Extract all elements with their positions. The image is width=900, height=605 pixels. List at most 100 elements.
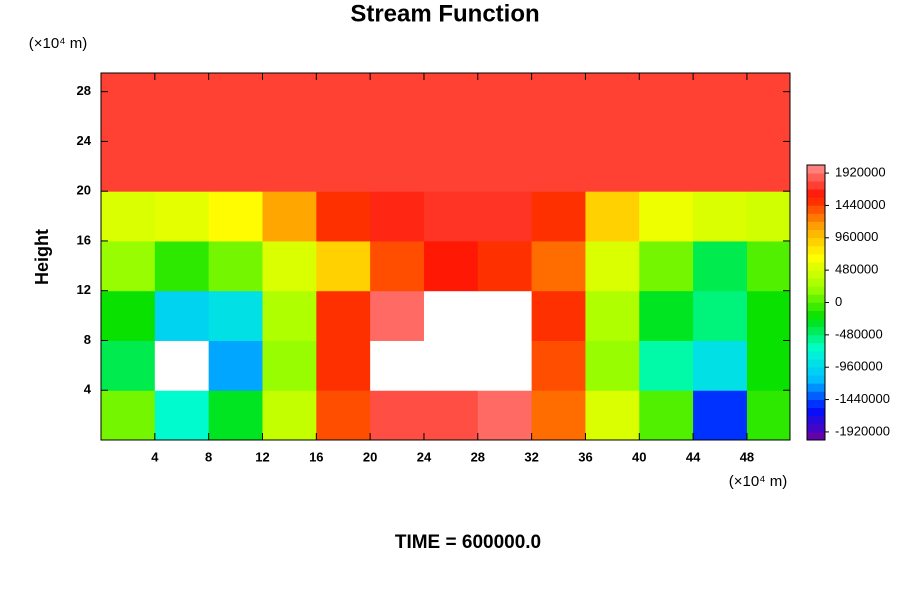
contour-cell	[746, 240, 790, 292]
y-axis-label: Height	[32, 229, 52, 285]
colorbar-band	[807, 342, 825, 352]
footer: TIME = 600000.0	[395, 532, 541, 553]
contour-cell	[262, 91, 317, 142]
contour-cell	[585, 240, 640, 292]
y-tick-label: 12	[77, 282, 91, 297]
contour-cell	[693, 141, 748, 192]
contour-cell	[370, 240, 425, 292]
contour-cell	[370, 91, 425, 142]
y-tick-label: 8	[84, 332, 91, 347]
contour-cell	[423, 73, 479, 93]
x-tick-label: 8	[205, 449, 212, 464]
x-tick-label: 48	[740, 449, 754, 464]
contour-cell	[154, 73, 210, 93]
contour-cell	[639, 141, 694, 192]
contour-cell	[208, 141, 263, 192]
contour-cell	[585, 290, 640, 341]
contour-cell	[208, 340, 263, 391]
contour-cell	[585, 141, 640, 192]
contour-cell	[101, 73, 156, 93]
contour-cell	[477, 240, 533, 292]
y-tick-label: 16	[77, 232, 91, 247]
contour-cell	[101, 390, 156, 440]
colorbar-band	[807, 399, 825, 408]
contour-cell	[477, 73, 533, 93]
chart-title: Stream Function	[350, 0, 539, 27]
colorbar-band	[807, 181, 825, 190]
contour-cell	[693, 240, 748, 292]
contour-cell	[423, 91, 479, 142]
contour-cell	[477, 340, 533, 391]
x-tick-label: 28	[471, 449, 485, 464]
contour-cell	[531, 191, 586, 242]
contour-cell	[316, 240, 371, 292]
contour-cell	[101, 91, 156, 142]
contour-cell	[316, 191, 371, 242]
contour-cell	[423, 141, 479, 192]
contour-cell	[531, 390, 586, 440]
colorbar-band	[807, 245, 825, 255]
colorbar-band	[807, 262, 825, 271]
x-tick-label: 44	[686, 449, 701, 464]
colorbar-band	[807, 318, 825, 328]
colorbar-band	[807, 334, 825, 344]
contour-cell	[262, 390, 317, 440]
contour-cell	[316, 290, 371, 341]
colorbar-band	[807, 383, 825, 392]
y-unit: (×10⁴ m)	[29, 35, 88, 52]
contour-cell	[370, 290, 425, 341]
colorbar-tick-label: 1920000	[835, 165, 886, 180]
colorbar-tick-label: 1440000	[835, 197, 886, 212]
plot-frame	[100, 72, 791, 441]
contour-cell	[477, 390, 533, 440]
x-tick-label: 12	[255, 449, 269, 464]
contour-cell	[693, 73, 748, 93]
contour-cell	[423, 340, 479, 391]
colorbar-tick-label: -960000	[835, 359, 883, 374]
contour-cell	[208, 91, 263, 142]
colorbar-tick-label: 960000	[835, 229, 878, 244]
contour-cell	[639, 91, 694, 142]
colorbar-band	[807, 310, 825, 319]
y-tick-label: 20	[77, 183, 91, 198]
colorbar-band	[807, 391, 825, 400]
contour-cell	[531, 73, 586, 93]
contour-cell	[262, 73, 317, 93]
contour-cell	[746, 141, 790, 192]
contour-cell	[370, 141, 425, 192]
contour-cell	[746, 191, 790, 242]
contour-cell	[370, 340, 425, 391]
contour-cell	[101, 290, 156, 341]
contour-cell	[639, 390, 694, 440]
colorbar-band	[807, 189, 825, 198]
contour-cell	[370, 390, 425, 440]
contour-cell	[585, 390, 640, 440]
contour-cell	[154, 340, 210, 391]
contour-cell	[693, 91, 748, 142]
contour-cell	[639, 240, 694, 292]
x-unit: (×10⁴ m)	[729, 473, 788, 490]
x-tick-label: 36	[578, 449, 592, 464]
contour-cell	[154, 91, 210, 142]
contour-cell	[208, 240, 263, 292]
colorbar-band	[807, 270, 825, 279]
y-tick-label: 28	[77, 83, 91, 98]
contour-cell	[101, 191, 156, 242]
contour-cell	[693, 290, 748, 341]
contour-cell	[531, 91, 586, 142]
x-tick-label: 40	[632, 449, 646, 464]
contour-cell	[477, 290, 533, 341]
contour-cell	[154, 390, 210, 440]
colorbar-band	[807, 415, 825, 425]
colorbar-band	[807, 165, 825, 174]
contour-cell	[531, 290, 586, 341]
contour-cell	[423, 390, 479, 440]
contour-cell	[262, 240, 317, 292]
contour-cell	[262, 141, 317, 192]
colorbar-band	[807, 221, 825, 231]
contour-cell	[585, 340, 640, 391]
contour-cell	[746, 290, 790, 341]
contour-cell	[585, 73, 640, 93]
contour-cell	[262, 191, 317, 242]
contour-cell	[531, 240, 586, 292]
